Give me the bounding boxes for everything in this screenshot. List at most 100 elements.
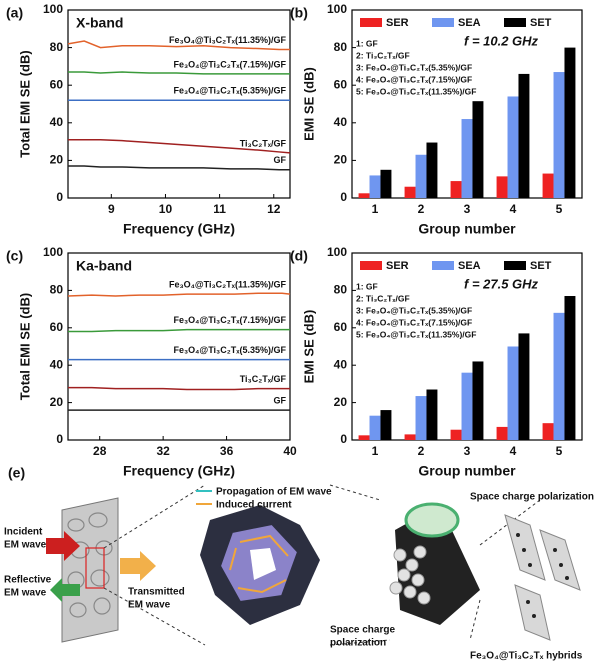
bar (553, 312, 565, 440)
y-tick-label: 80 (50, 283, 64, 297)
x-tick-label: 9 (108, 202, 115, 216)
y-tick-label: 20 (50, 153, 64, 167)
band-label: Ka-band (76, 258, 132, 274)
y-tick-label: 0 (340, 432, 347, 446)
y-axis-label: EMI SE (dB) (301, 67, 316, 141)
reflect-arrow (50, 578, 80, 602)
legend-label: SEA (458, 17, 481, 29)
bar (496, 426, 508, 440)
bar (450, 429, 462, 440)
x-tick-label: 1 (372, 202, 379, 216)
y-tick-label: 100 (327, 245, 347, 259)
x-tick-label: 5 (556, 444, 563, 458)
y-tick-label: 100 (327, 2, 347, 16)
panel-label: (b) (290, 5, 308, 21)
group-label: 2: Ti₃C₂Tₓ/GF (356, 293, 410, 303)
series-line (67, 40, 290, 51)
label: EM wave (4, 540, 47, 551)
series-line (68, 165, 290, 171)
bar (461, 372, 473, 440)
group-label: 1: GF (356, 38, 378, 48)
y-axis-label: Total EMI SE (dB) (17, 293, 32, 400)
group-label: 3: Fe₃O₄@Ti₃C₂Tₓ(5.35%)/GF (356, 305, 472, 315)
y-axis-label: Total EMI SE (dB) (17, 50, 32, 157)
sheet-dots (516, 533, 569, 618)
legend-swatch (360, 18, 382, 27)
legend-swatch (504, 18, 526, 27)
legend-swatch (432, 18, 454, 27)
bar (542, 423, 554, 440)
bar (358, 435, 370, 440)
y-tick-label: 100 (43, 245, 63, 259)
panel-label: (c) (6, 248, 23, 264)
y-tick-label: 60 (50, 320, 64, 334)
bar (564, 296, 576, 440)
bar (472, 361, 484, 440)
network-hole (250, 548, 276, 580)
y-tick-label: 0 (340, 190, 347, 204)
bar (553, 72, 565, 198)
bar (518, 333, 530, 440)
series-line (68, 328, 290, 333)
bar (369, 175, 381, 198)
bar (450, 181, 462, 198)
y-tick-label: 60 (50, 77, 64, 91)
bar (426, 142, 438, 198)
group-label: 2: Ti₃C₂Tₓ/GF (356, 50, 410, 60)
schematic: (e) Incident EM wave Reflective EM wave … (4, 465, 594, 662)
series-label: GF (274, 395, 287, 405)
label: Induced current (216, 500, 292, 511)
y-tick-label: 40 (334, 357, 348, 371)
bar (472, 101, 484, 198)
legend-swatch (432, 261, 454, 270)
series-line (68, 71, 290, 75)
group-label: 5: Fe₃O₄@Ti₃C₂Tₓ(11.35%)/GF (356, 86, 476, 96)
bar (496, 176, 508, 198)
series-label: Ti₃C₂Tₓ/GF (240, 138, 287, 148)
legend-swatch (504, 261, 526, 270)
y-tick-label: 60 (334, 320, 348, 334)
x-tick-label: 3 (464, 202, 471, 216)
y-tick-label: 40 (334, 115, 348, 129)
legend-label: SER (386, 260, 409, 272)
bar (404, 434, 416, 440)
sheets (504, 514, 581, 641)
plot-frame (67, 9, 291, 199)
y-tick-label: 80 (334, 40, 348, 54)
series-label: Fe₃O₄@Ti₃C₂Tₓ(5.35%)/GF (173, 86, 286, 96)
label: Fe₃O₄@Ti₃C₂Tₓ hybrids (470, 651, 583, 662)
band-label: X-band (76, 15, 123, 31)
y-tick-label: 20 (334, 153, 348, 167)
label: Space charge (330, 625, 395, 636)
y-tick-label: 60 (334, 77, 348, 91)
panel-label: (e) (8, 465, 25, 481)
legend-label: SER (386, 17, 409, 29)
x-tick-label: 1 (372, 444, 379, 458)
bar (426, 389, 438, 440)
y-tick-label: 80 (50, 40, 64, 54)
series-label: Fe₃O₄@Ti₃C₂Tₓ(7.15%)/GF (173, 315, 286, 325)
legend-label: SEA (458, 260, 481, 272)
y-tick-label: 0 (56, 432, 63, 446)
series-label: Fe₃O₄@Ti₃C₂Tₓ(11.35%)/GF (169, 35, 287, 45)
label: Space charge polarization (470, 492, 594, 503)
group-label: 3: Fe₃O₄@Ti₃C₂Tₓ(5.35%)/GF (356, 62, 472, 72)
group-label: 4: Fe₃O₄@Ti₃C₂Tₓ(7.15%)/GF (356, 317, 472, 327)
x-tick-label: 36 (220, 444, 234, 458)
y-tick-label: 80 (334, 283, 348, 297)
tube-end (404, 502, 460, 538)
y-axis-label: EMI SE (dB) (301, 310, 316, 384)
group-label: 5: Fe₃O₄@Ti₃C₂Tₓ(11.35%)/GF (356, 329, 476, 339)
x-tick-label: 10 (159, 202, 173, 216)
x-tick-label: 5 (556, 202, 563, 216)
x-axis-label: Group number (418, 221, 516, 237)
transmit-arrow (120, 551, 156, 581)
incident-arrow (46, 531, 80, 561)
label: Transmitted (128, 587, 185, 598)
x-axis-label: Group number (418, 463, 516, 479)
legend-swatch (360, 261, 382, 270)
bar (369, 415, 381, 440)
series-line (67, 292, 291, 297)
series-line (68, 138, 291, 154)
